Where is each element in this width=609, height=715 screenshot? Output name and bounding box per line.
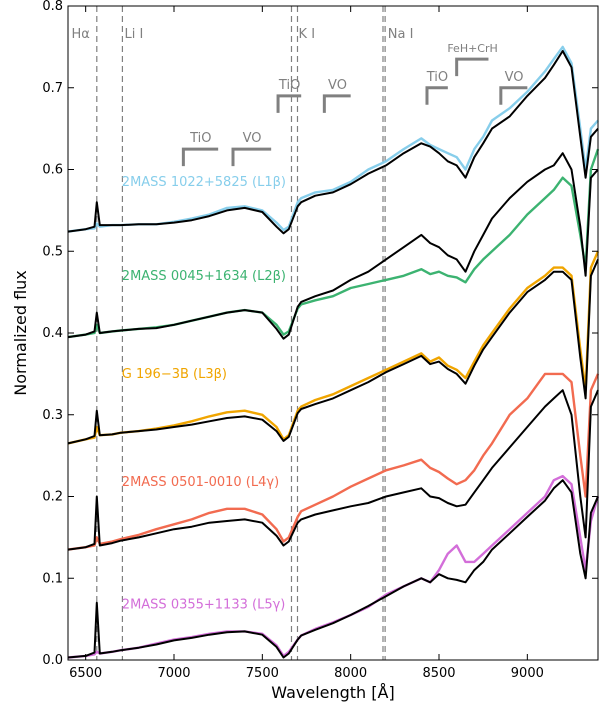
- band-label-4: TiO: [426, 70, 448, 85]
- band-bracket-4: [427, 88, 448, 105]
- line-marker-label: Hα: [72, 27, 90, 42]
- y-axis-title: Normalized flux: [11, 270, 30, 396]
- band-label-3: VO: [328, 78, 347, 93]
- plot-frame: [68, 6, 598, 660]
- spectrum-line-6: [68, 374, 598, 550]
- spectrum-label-2: 2MASS 0045+1634 (L2β): [122, 269, 286, 284]
- y-tick-label: 0.8: [42, 0, 63, 14]
- x-tick-label: 8500: [422, 666, 455, 681]
- y-tick-label: 0.0: [42, 653, 63, 668]
- band-bracket-1: [233, 149, 271, 166]
- x-axis-title: Wavelength [Å]: [271, 683, 394, 702]
- y-tick-label: 0.2: [42, 490, 63, 505]
- band-bracket-0: [183, 149, 218, 166]
- y-tick-label: 0.4: [42, 326, 63, 341]
- band-label-5: FeH+CrH: [447, 42, 497, 55]
- spectrum-label-4: G 196−3B (L3β): [122, 367, 227, 382]
- series-layer: [68, 47, 598, 658]
- y-tick-label: 0.3: [42, 408, 63, 423]
- x-tick-label: 7500: [246, 666, 279, 681]
- x-tick-label: 9000: [511, 666, 544, 681]
- comparison-spectrum-line-5: [68, 259, 598, 443]
- y-ticks-layer: 0.0 0.1 0.2 0.3 0.4 0.5 0.6 0.7 0.8: [42, 0, 598, 668]
- x-tick-label: 7000: [157, 666, 190, 681]
- line-markers-layer: Hα Li I K I Na I: [72, 6, 414, 660]
- spectrum-line-8: [68, 476, 598, 657]
- y-tick-label: 0.6: [42, 163, 63, 178]
- band-bracket-3: [324, 96, 350, 113]
- band-label-1: VO: [243, 131, 262, 146]
- x-tick-label: 8000: [334, 666, 367, 681]
- spectrum-label-6: 2MASS 0501-0010 (L4γ): [122, 475, 279, 490]
- spectrum-label-0: 2MASS 1022+5825 (L1β): [122, 175, 286, 190]
- line-marker-label: Na I: [388, 27, 414, 42]
- band-label-2: TiO: [278, 78, 300, 93]
- series-labels-layer: 2MASS 1022+5825 (L1β) 2MASS 0045+1634 (L2…: [122, 175, 286, 613]
- comparison-spectrum-line-9: [68, 480, 598, 657]
- y-tick-label: 0.7: [42, 81, 63, 96]
- spectrum-label-8: 2MASS 0355+1133 (L5γ): [122, 597, 286, 612]
- band-bracket-5: [457, 59, 489, 76]
- band-label-0: TiO: [189, 131, 211, 146]
- line-marker-label: Li I: [125, 27, 144, 42]
- line-marker-label: K I: [299, 27, 316, 42]
- y-tick-label: 0.1: [42, 571, 63, 586]
- y-tick-label: 0.5: [42, 244, 63, 259]
- x-tick-label: 6500: [69, 666, 102, 681]
- x-ticks-layer: 6500 7000 7500 8000 8500 9000: [69, 6, 544, 681]
- band-label-6: VO: [505, 70, 524, 85]
